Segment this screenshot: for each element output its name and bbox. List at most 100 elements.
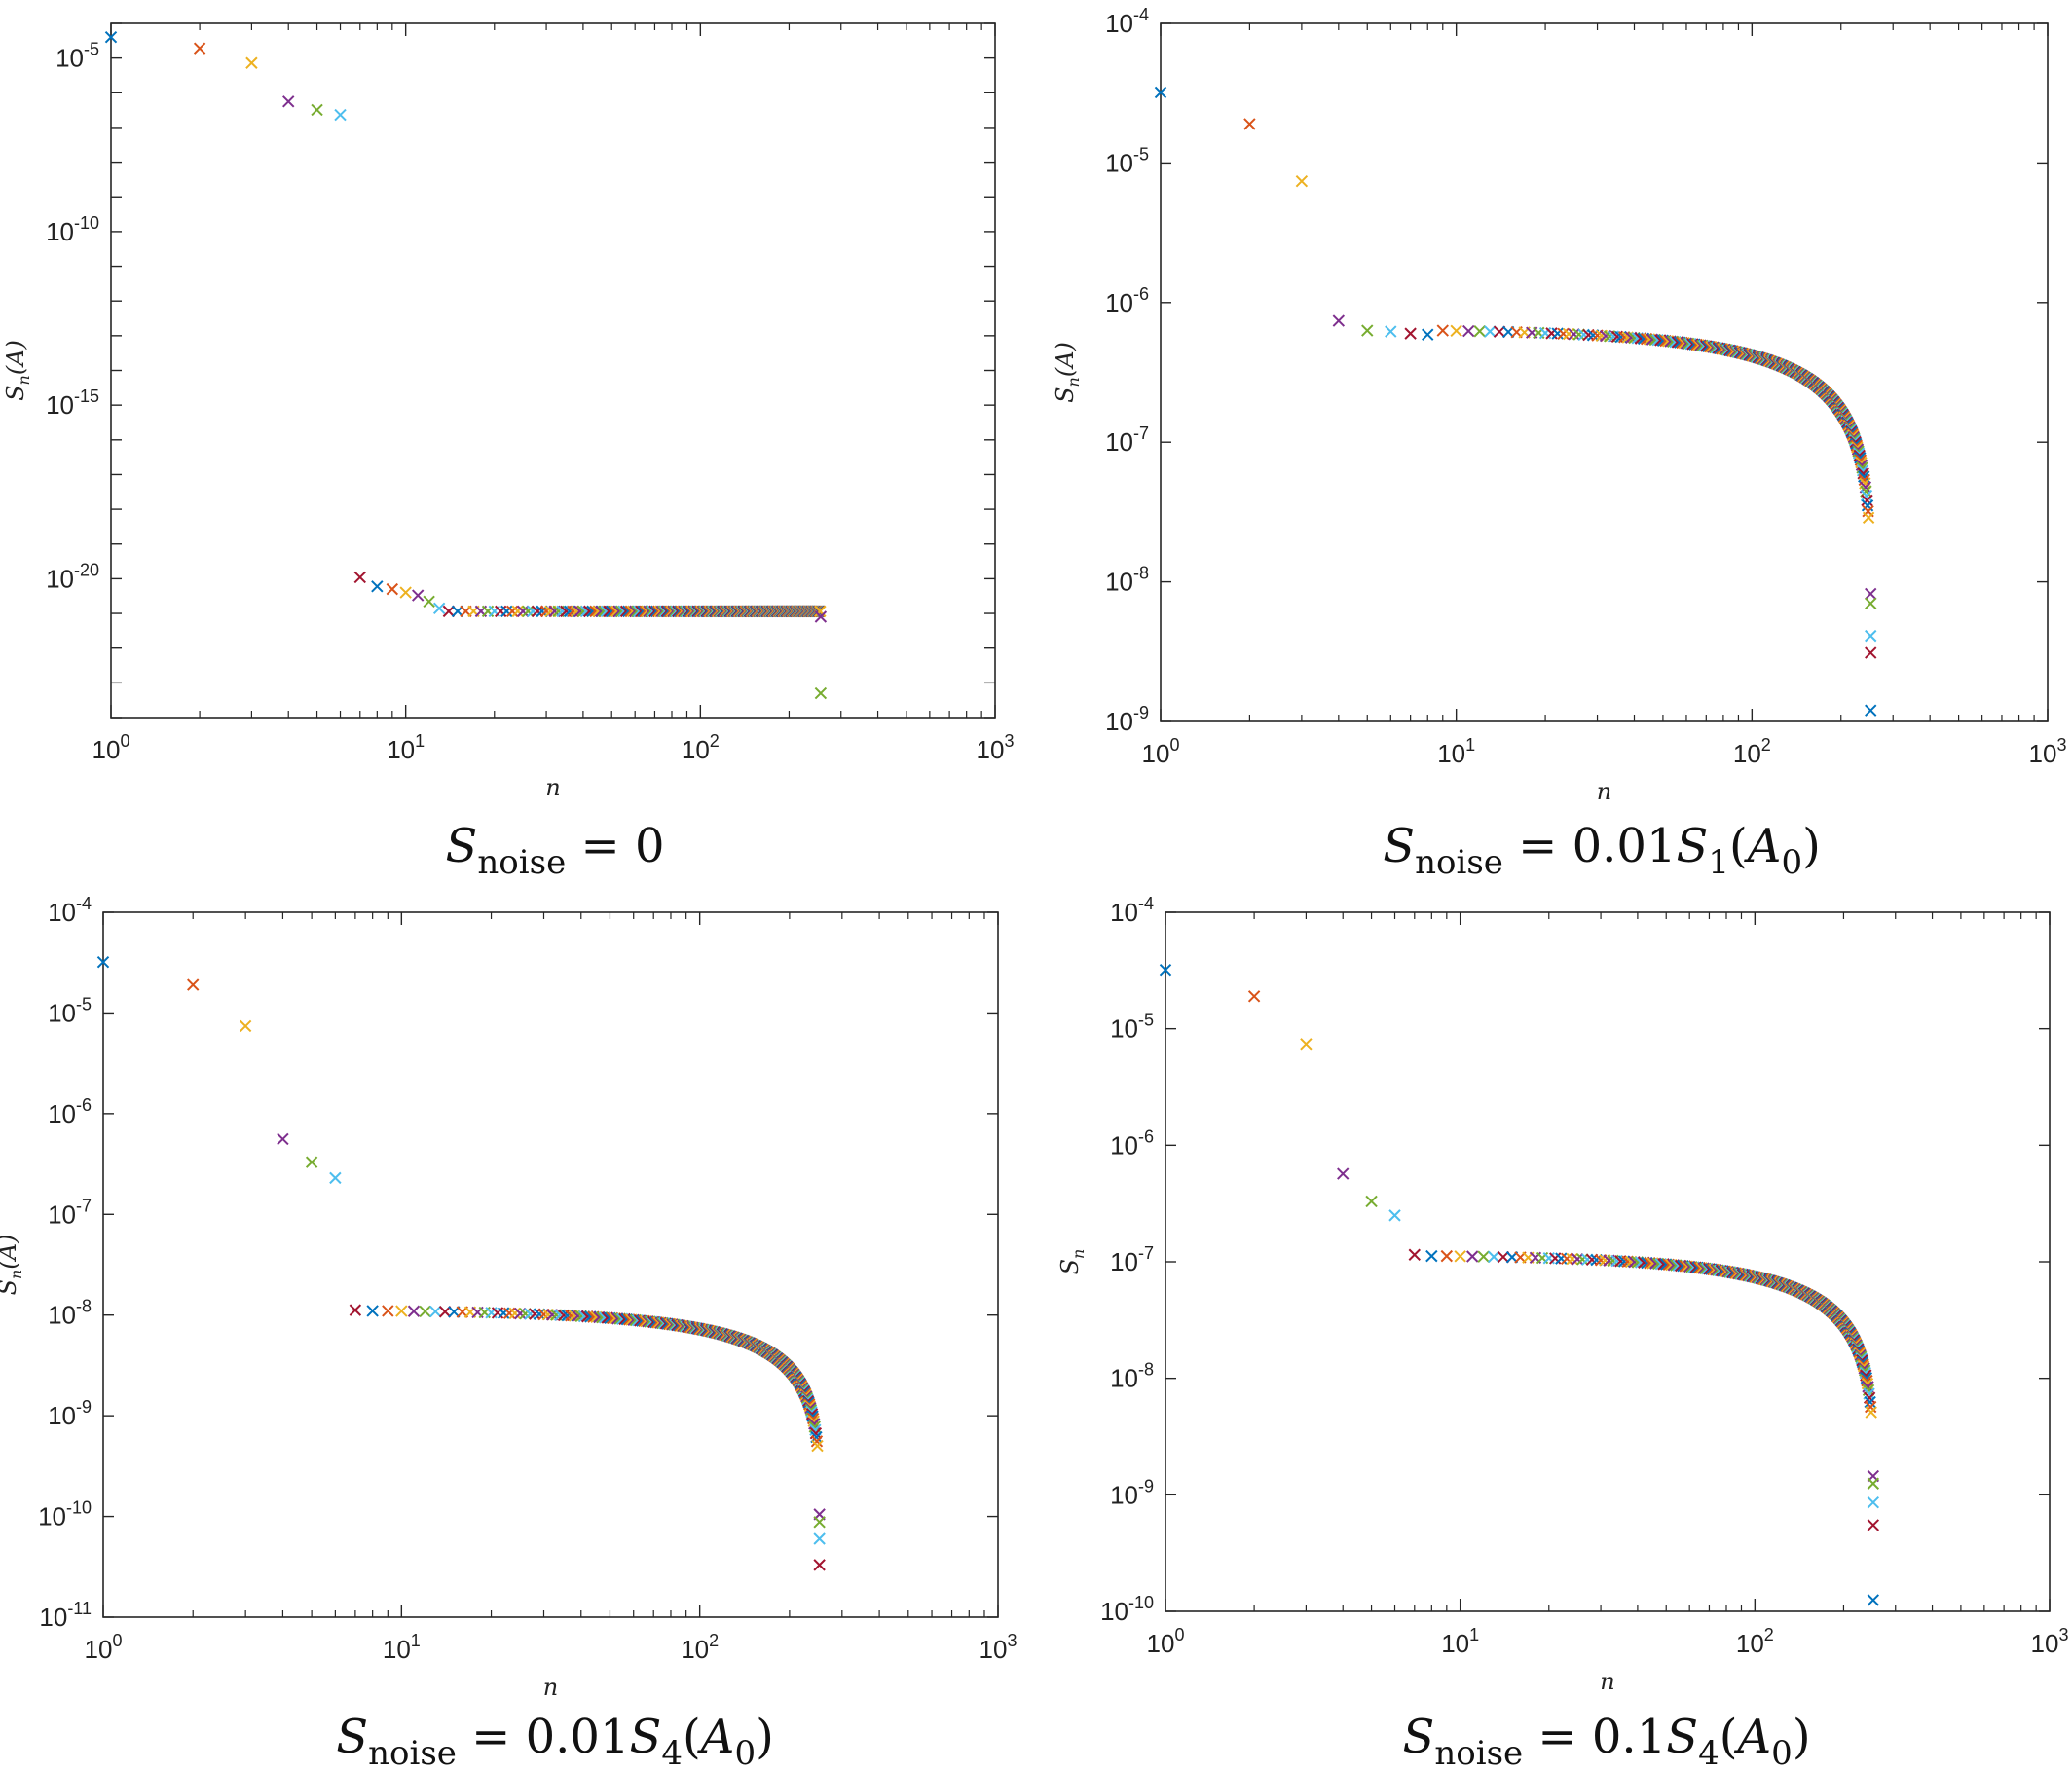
data-point — [407, 1305, 421, 1317]
data-point — [353, 571, 366, 584]
data-point — [1571, 1253, 1584, 1266]
data-point — [104, 30, 118, 44]
y-tick-label: 10-9 — [1105, 703, 1149, 736]
data-point — [1454, 1250, 1466, 1263]
y-tick-label: 10-4 — [1110, 894, 1154, 927]
data-point — [811, 1439, 824, 1453]
y-tick-label: 10-4 — [48, 894, 92, 927]
y-tick-label: 10-5 — [48, 994, 92, 1027]
y-tick-label: 10-9 — [48, 1397, 92, 1430]
data-point — [1487, 1250, 1500, 1264]
data-point — [1300, 1038, 1313, 1051]
x-tick-label: 101 — [1441, 1625, 1479, 1658]
data-point — [511, 605, 524, 618]
data-point — [514, 1307, 527, 1320]
x-tick-label: 101 — [1437, 735, 1475, 768]
x-tick-label: 101 — [383, 1631, 421, 1664]
data-point — [187, 978, 200, 991]
data-point — [805, 1408, 819, 1420]
data-point — [505, 605, 519, 618]
data-point — [239, 1019, 252, 1033]
data-point — [1493, 325, 1506, 338]
data-point — [508, 1307, 522, 1320]
data-point — [1865, 1406, 1877, 1419]
y-tick-label: 10-8 — [1110, 1360, 1154, 1393]
data-point — [1581, 1253, 1594, 1266]
x-axis-label: n — [543, 1674, 558, 1701]
data-point — [1365, 1195, 1378, 1208]
data-point — [1462, 324, 1475, 338]
data-point — [813, 1559, 826, 1571]
data-point — [305, 1156, 318, 1168]
x-tick-label: 100 — [1147, 1625, 1185, 1658]
y-tick-label: 10-10 — [46, 213, 99, 246]
data-point — [1560, 1252, 1573, 1266]
y-tick-label: 10-9 — [1110, 1476, 1154, 1509]
data-point — [411, 589, 425, 602]
data-point — [1566, 1252, 1578, 1266]
data-point — [1867, 1495, 1880, 1509]
data-point — [1337, 1167, 1350, 1180]
data-point — [438, 1306, 452, 1318]
data-point — [1243, 118, 1256, 130]
data-point — [1867, 1519, 1880, 1531]
data-point — [1440, 1249, 1454, 1263]
data-point — [1572, 328, 1585, 341]
x-tick-label: 103 — [980, 1631, 1018, 1664]
data-point — [1867, 1477, 1880, 1490]
plot-frame — [1160, 22, 2049, 722]
data-point — [386, 582, 399, 596]
data-point — [524, 1308, 536, 1320]
x-axis-label: n — [1597, 778, 1611, 805]
data-point — [245, 56, 258, 69]
x-tick-label: 103 — [2031, 1625, 2069, 1658]
data-point — [277, 1132, 289, 1146]
data-point — [1484, 325, 1497, 338]
data-point — [527, 605, 539, 618]
data-point — [1568, 328, 1580, 341]
data-point — [810, 1435, 824, 1448]
panel-4: 100 101 102 103 10-10 10-9 10-8 10-7 10-6 10-5 10-… — [1056, 894, 2068, 1771]
y-axis-label: Sn — [1056, 1249, 1088, 1275]
data-point — [1858, 1362, 1870, 1375]
data-point — [1154, 86, 1167, 99]
data-point — [1576, 1253, 1589, 1266]
data-point — [1860, 489, 1873, 502]
data-point — [1551, 327, 1564, 340]
data-point — [399, 586, 412, 599]
y-tick-label: 10-7 — [1110, 1243, 1154, 1276]
y-tick-label: 10-8 — [1105, 564, 1149, 597]
data-point — [432, 602, 446, 615]
data-point — [96, 955, 110, 969]
y-tick-label: 10-15 — [46, 387, 99, 420]
data-point — [1562, 327, 1575, 341]
y-tick-label: 10-5 — [1110, 1011, 1154, 1044]
x-tick-label: 101 — [387, 731, 425, 764]
data-point — [529, 1308, 541, 1320]
data-point — [1865, 629, 1877, 643]
y-tick-label: 10-10 — [1100, 1593, 1154, 1626]
y-tick-label: 10-6 — [1105, 284, 1149, 317]
y-axis-label: Sn(A) — [2, 340, 33, 401]
data-point — [813, 1532, 826, 1545]
data-point — [519, 1308, 532, 1320]
x-tick-label: 102 — [682, 731, 720, 764]
data-point — [1332, 314, 1346, 327]
y-tick-label: 10-8 — [48, 1297, 92, 1330]
data-point — [1555, 1252, 1568, 1265]
x-tick-label: 103 — [977, 731, 1015, 764]
panel-caption: Snoise = 0.1S4(A0) — [1402, 1710, 1810, 1771]
data-point — [1862, 511, 1875, 525]
x-tick-label: 100 — [85, 1631, 123, 1664]
panel-3: 100 101 102 103 10-11 10-10 10-9 10-8 10-7 10-6 10… — [0, 894, 1017, 1771]
panel-2: 100 101 102 103 10-9 10-8 10-7 10-6 10-5 10-4 n Sn(… — [1052, 5, 2066, 882]
data-point — [1408, 1248, 1421, 1261]
y-tick-label: 10-6 — [1110, 1126, 1154, 1160]
data-point — [531, 605, 544, 618]
data-point — [814, 610, 828, 623]
data-point — [813, 1516, 826, 1529]
data-point — [502, 1307, 516, 1319]
data-point — [500, 605, 513, 618]
data-point — [498, 1307, 510, 1319]
y-tick-label: 10-7 — [48, 1196, 92, 1229]
